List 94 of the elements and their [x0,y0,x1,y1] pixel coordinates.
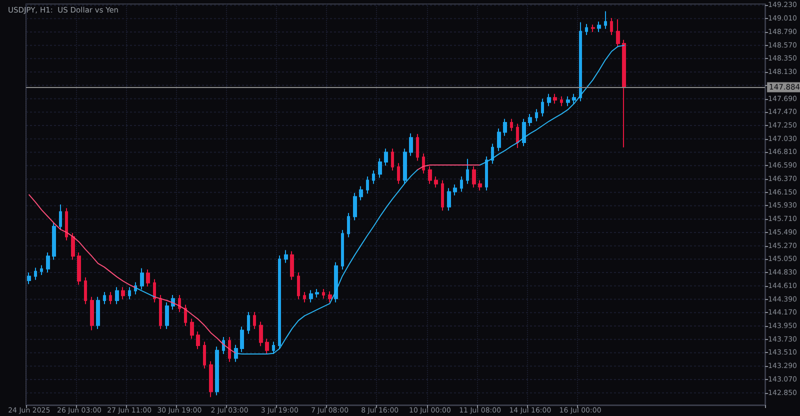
candlestick [153,278,156,303]
candlestick [71,232,75,260]
candlestick [428,166,432,184]
candlestick [522,118,526,147]
candlestick [434,176,438,188]
candlestick [572,93,576,104]
candlestick [234,344,238,362]
candlestick [579,22,582,102]
candlestick [121,286,125,300]
candlestick [253,312,256,330]
candlestick [259,321,263,347]
candlestick [453,184,457,196]
candlestick [528,113,532,127]
candlestick [366,176,369,194]
candlestick [416,134,419,162]
candlestick [309,290,313,303]
candlestick [159,294,162,330]
candlestick [196,330,200,350]
candlestick [553,93,557,104]
candlestick [403,148,407,184]
candlestick [384,148,388,166]
candlestick [215,346,219,396]
candlestick [328,290,332,303]
candlestick [391,148,394,171]
candlestick [466,158,469,184]
candlestick [140,268,144,290]
candlestick [510,118,513,132]
candlestick [353,192,357,221]
candlestick [109,291,112,305]
candlestick [491,143,494,164]
candlestick [359,186,363,201]
candlestick [77,252,81,286]
candlestick [441,180,444,212]
candlestick [203,341,206,370]
candlestick [265,338,269,354]
candlestick [90,296,94,331]
candlestick [209,360,213,398]
candlestick [585,24,588,36]
candlestick [65,208,68,241]
candlestick [610,17,613,36]
candlestick [422,152,425,174]
candlestick [566,96,570,107]
candlestick [272,341,275,354]
candlestick [535,108,538,122]
candlestick [560,96,563,107]
candlestick [46,252,50,274]
candlestick [591,24,595,32]
candlestick [222,336,225,354]
candlestick [347,212,350,238]
candlestick [40,264,43,276]
candlestick [146,269,150,288]
candlestick [334,262,338,303]
candlestick [84,276,87,305]
candlestick [228,336,231,362]
candlestick [284,250,288,264]
candlestick [297,272,300,300]
candlestick [541,98,544,117]
candlestick [190,318,194,340]
candlestick [372,170,375,184]
candlestick [103,291,106,305]
candlestick [516,123,519,148]
candlestick [34,267,37,280]
candlestick [27,272,31,285]
candlestick [497,128,501,152]
candlestick [485,156,488,192]
candlestick [96,296,100,330]
candlestick [447,188,451,212]
candlestick [247,312,250,334]
candlestick [397,162,400,184]
candlestick [165,302,169,330]
candlestick [616,18,620,48]
candlestick [478,180,482,192]
candlestick [59,204,62,231]
candlestick [503,118,507,136]
candlestick [547,93,551,107]
candlestick [115,286,119,305]
candlestick [472,166,476,188]
candlestick [597,21,601,32]
candlestick [604,10,607,30]
candlestick [303,291,306,303]
candlestick [184,304,187,327]
candlestick [460,176,463,192]
candlestick [240,326,244,353]
candlestick [341,230,344,270]
candlestick [622,39,626,148]
candlestick [378,158,382,178]
candlestick [290,250,294,280]
candlestick [178,294,181,313]
candlestick [315,288,319,298]
candlestick [409,132,413,156]
candlestick [128,286,131,300]
candlestick [52,222,56,260]
candlestick [322,288,325,300]
candlestick [278,255,281,350]
